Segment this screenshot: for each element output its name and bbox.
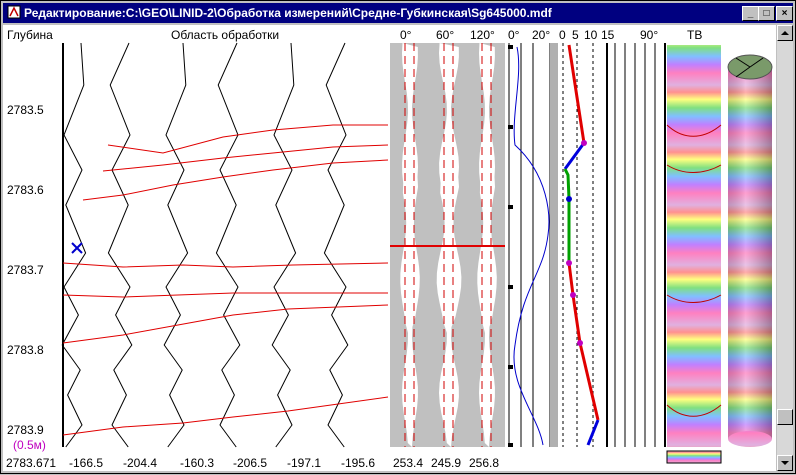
correlation-lines [62, 124, 389, 436]
app-icon [7, 5, 21, 19]
inclination-track [508, 43, 558, 447]
correlation-line [62, 304, 389, 344]
borehole-3d-cylinder [727, 54, 773, 447]
scale-header-15: 15 [601, 28, 615, 42]
bottom-value: -204.4 [123, 456, 158, 470]
depth-label: 2783.8 [7, 343, 44, 357]
scale-header-10: 10 [584, 28, 598, 42]
incl-header-0: 0° [508, 28, 520, 42]
waveform-curve [163, 42, 189, 448]
angle-image-track [390, 43, 505, 447]
depth-label: 2783.5 [7, 103, 44, 117]
bottom-value: -166.5 [69, 456, 104, 470]
waveform-curve [215, 42, 241, 448]
title-bar[interactable]: Редактирование:C:\GEO\LINID-2\Обработка … [3, 3, 793, 23]
bottom-value: -197.1 [287, 456, 322, 470]
incl-header-20: 20° [532, 28, 551, 42]
angle-header-90: 90° [640, 28, 659, 42]
bottom-value: 253.4 [393, 456, 424, 470]
waveform-curves [61, 42, 349, 448]
scroll-down-button[interactable] [777, 455, 793, 471]
cursor-marker[interactable] [71, 242, 83, 254]
maximize-button[interactable]: □ [758, 6, 775, 21]
bottom-value: 245.9 [431, 456, 462, 470]
bottom-value: -206.5 [233, 456, 268, 470]
window-title: Редактирование:C:\GEO\LINID-2\Обработка … [24, 6, 552, 20]
scale-header-5: 5 [572, 28, 579, 42]
scroll-thumb[interactable] [777, 409, 793, 425]
arrow-down-icon [781, 461, 789, 465]
processing-area-header: Область обработки [171, 28, 280, 42]
correlation-line [62, 292, 388, 298]
waveform-curve [323, 42, 349, 448]
minimize-button[interactable]: _ [742, 6, 759, 21]
close-button[interactable]: × [776, 6, 793, 21]
cursor-depth-value: 2783.671 [6, 456, 57, 470]
correlation-line [62, 396, 389, 436]
depth-label: 2783.7 [7, 263, 44, 277]
log-plot[interactable] [3, 25, 776, 471]
scale-header-0: 0 [559, 28, 566, 42]
waveform-curve [107, 42, 133, 448]
log-view[interactable]: Глубина Область обработки 0° 60° 120° 0°… [3, 25, 776, 471]
angle-header-0: 0° [400, 28, 412, 42]
dip-track [562, 43, 666, 447]
correlation-line [107, 124, 388, 154]
waveform-curve [61, 42, 87, 448]
borehole-scan-image [666, 45, 722, 447]
correlation-line [82, 159, 389, 201]
depth-label: 2783.9 [7, 423, 44, 437]
correlation-line [62, 262, 389, 268]
arrow-up-icon [781, 31, 789, 35]
depth-label: 2783.6 [7, 183, 44, 197]
scroll-up-button[interactable] [777, 25, 793, 41]
waveform-curve [271, 42, 297, 448]
bottom-value: -195.6 [341, 456, 376, 470]
scale-label: (0.5м) [13, 438, 46, 452]
angle-header-60: 60° [436, 28, 455, 42]
color-legend-bar [666, 450, 722, 464]
bottom-value: -160.3 [180, 456, 215, 470]
correlation-line [102, 144, 389, 172]
tv-header: ТВ [687, 28, 703, 42]
depth-column-header: Глубина [7, 28, 53, 42]
vertical-scrollbar[interactable] [777, 25, 793, 471]
bottom-value: 256.8 [469, 456, 500, 470]
angle-header-120: 120° [470, 28, 495, 42]
